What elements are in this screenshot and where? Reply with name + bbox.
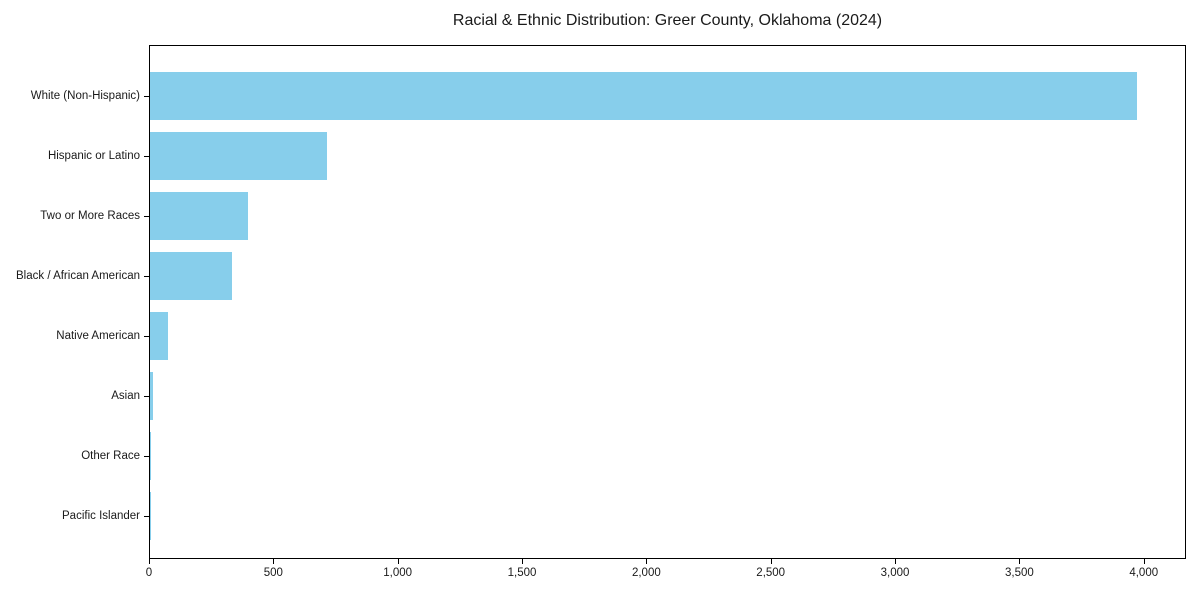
chart-title: Racial & Ethnic Distribution: Greer Coun… xyxy=(452,12,883,29)
bar xyxy=(150,432,151,480)
x-tick-mark xyxy=(397,559,399,564)
y-axis-label: Native American xyxy=(56,330,140,342)
y-tick-mark xyxy=(144,276,149,277)
x-tick-label: 1,500 xyxy=(507,567,537,579)
y-axis-label: Two or More Races xyxy=(40,210,140,222)
x-tick-mark xyxy=(149,559,150,564)
y-tick-mark xyxy=(144,516,149,517)
bar xyxy=(150,132,327,180)
y-tick-mark xyxy=(144,96,149,97)
y-axis-label: Other Race xyxy=(81,450,140,462)
plot-frame xyxy=(149,45,1186,559)
x-tick-mark xyxy=(770,559,772,564)
x-tick-label: 0 xyxy=(145,567,153,579)
x-tick-label: 4,000 xyxy=(1129,567,1159,579)
y-axis-label: Pacific Islander xyxy=(62,510,140,522)
x-tick-label: 500 xyxy=(263,567,283,579)
x-tick-mark xyxy=(273,559,275,564)
x-tick-label: 1,000 xyxy=(383,567,413,579)
x-tick-mark xyxy=(1019,559,1021,564)
y-tick-mark xyxy=(144,216,149,217)
x-tick-mark xyxy=(646,559,648,564)
x-tick-label: 2,500 xyxy=(756,567,786,579)
x-tick-mark xyxy=(895,559,897,564)
y-axis-label: Asian xyxy=(111,390,140,402)
y-axis-label: White (Non-Hispanic) xyxy=(30,90,140,102)
y-axis-label: Hispanic or Latino xyxy=(47,150,140,162)
y-tick-mark xyxy=(144,336,149,337)
y-tick-mark xyxy=(144,156,149,157)
x-tick-label: 3,000 xyxy=(880,567,910,579)
bar xyxy=(150,312,168,360)
x-tick-mark xyxy=(522,559,524,564)
bar xyxy=(150,72,1138,120)
y-axis-label: Black / African American xyxy=(16,270,140,282)
bar xyxy=(150,372,153,420)
bar xyxy=(150,192,249,240)
x-tick-label: 3,500 xyxy=(1004,567,1034,579)
bar xyxy=(150,252,233,300)
x-tick-mark xyxy=(1143,559,1145,564)
y-tick-mark xyxy=(144,456,149,457)
x-tick-label: 2,000 xyxy=(631,567,661,579)
y-tick-mark xyxy=(144,396,149,397)
